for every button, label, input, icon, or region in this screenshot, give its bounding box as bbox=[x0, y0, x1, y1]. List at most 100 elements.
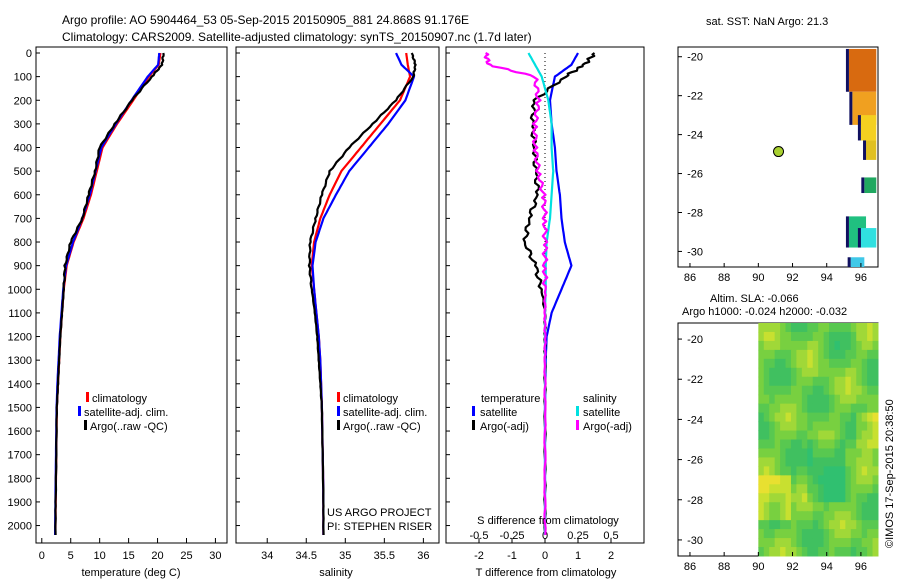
sla-cell bbox=[785, 538, 792, 548]
sst-patch-edge bbox=[857, 228, 861, 248]
sla-cell bbox=[872, 403, 879, 414]
legend-label-satellite: satellite-adj. clim. bbox=[343, 407, 427, 419]
sla-cell bbox=[790, 376, 797, 387]
sla-cell bbox=[856, 358, 863, 369]
sla-cell bbox=[790, 358, 797, 369]
sla-cell bbox=[834, 394, 841, 405]
sla-cell bbox=[785, 439, 792, 449]
sla-cell bbox=[850, 493, 857, 503]
sla-cell bbox=[763, 457, 770, 467]
legend-title-temperature: temperature bbox=[481, 393, 540, 405]
sla-cell bbox=[845, 340, 852, 351]
s-tick-label: -0.25 bbox=[499, 530, 524, 542]
sla-cell bbox=[796, 412, 803, 423]
x-tick-label: 0 bbox=[542, 550, 548, 562]
sla-cell bbox=[785, 520, 792, 530]
sla-cell bbox=[823, 439, 830, 449]
sla-cell bbox=[801, 394, 808, 405]
sla-cell bbox=[856, 538, 863, 548]
sst-map-panel: sat. SST: NaN Argo: 21.3 86 88 90 92 94 96 -20… bbox=[677, 16, 879, 284]
sla-cell bbox=[856, 439, 863, 449]
sla-cell bbox=[850, 538, 857, 548]
x-tick-label: 10 bbox=[94, 550, 106, 562]
sla-cell bbox=[829, 421, 835, 432]
sla-cell bbox=[763, 331, 770, 342]
sla-cell bbox=[839, 367, 846, 378]
sla-cell bbox=[818, 493, 825, 503]
sla-cell bbox=[850, 457, 857, 467]
sla-cell bbox=[790, 340, 797, 351]
y-tick-label: 1400 bbox=[8, 379, 32, 391]
sla-cell bbox=[801, 412, 808, 423]
sla-cell bbox=[780, 323, 787, 333]
sla-cell bbox=[834, 430, 841, 440]
sla-cell bbox=[796, 493, 803, 503]
sla-cell bbox=[785, 349, 792, 360]
sla-cell bbox=[856, 385, 863, 396]
sla-cell bbox=[850, 394, 857, 405]
sla-cell bbox=[807, 448, 814, 458]
sla-cell bbox=[780, 394, 787, 405]
y-tick-label: 800 bbox=[14, 237, 32, 249]
sla-cell bbox=[763, 394, 770, 405]
sla-cell bbox=[758, 538, 765, 548]
sla-cell bbox=[812, 484, 819, 494]
sla-cell bbox=[856, 349, 863, 360]
sla-cell bbox=[801, 349, 808, 360]
sla-cell bbox=[796, 466, 803, 476]
sla-cell bbox=[769, 466, 776, 476]
sla-cell bbox=[790, 493, 797, 503]
sla-cell bbox=[861, 385, 868, 396]
legend-swatch-climatology bbox=[337, 392, 340, 402]
sla-cell bbox=[790, 448, 797, 458]
sla-cell bbox=[780, 421, 787, 432]
x-tick-label: 0 bbox=[39, 550, 45, 562]
sla-cell bbox=[823, 511, 830, 521]
sla-cell bbox=[850, 511, 857, 521]
sla-cell bbox=[850, 421, 857, 432]
sla-cell bbox=[758, 475, 765, 485]
sla-cell bbox=[861, 538, 868, 548]
sla-cell bbox=[839, 520, 846, 530]
sla-cell bbox=[758, 439, 765, 449]
sla-cell bbox=[829, 484, 835, 494]
sla-cell bbox=[774, 340, 781, 351]
title-line-2: Climatology: CARS2009. Satellite-adjuste… bbox=[62, 30, 532, 44]
sla-cell bbox=[872, 493, 879, 503]
sla-cell bbox=[812, 349, 819, 360]
sla-cell bbox=[812, 457, 819, 467]
sla-cell bbox=[812, 412, 819, 423]
difference-legend: temperature salinity satellite Argo(-adj… bbox=[472, 393, 632, 433]
sla-cell bbox=[796, 331, 803, 342]
sla-cell bbox=[785, 475, 792, 485]
sla-cell bbox=[856, 421, 863, 432]
sla-cell bbox=[867, 349, 874, 360]
sla-cell bbox=[845, 466, 852, 476]
sla-cell bbox=[818, 430, 825, 440]
temperature-legend: climatology satellite-adj. clim. Argo(..… bbox=[78, 392, 168, 433]
map-y-tick-label: -26 bbox=[687, 169, 703, 181]
map-x-tick-label: 92 bbox=[786, 272, 798, 284]
sla-cell bbox=[796, 448, 803, 458]
sla-cell bbox=[839, 421, 846, 432]
sla-cell bbox=[818, 511, 825, 521]
sla-cell bbox=[861, 358, 868, 369]
sla-cell bbox=[796, 421, 803, 432]
project-line-1: US ARGO PROJECT bbox=[327, 507, 432, 519]
sla-cell bbox=[796, 484, 803, 494]
sla-cell bbox=[872, 367, 879, 378]
s-tick-label: 0.25 bbox=[567, 530, 588, 542]
sla-cell bbox=[801, 547, 808, 557]
sla-cell bbox=[790, 349, 797, 360]
s-tick-label: 0 bbox=[542, 530, 548, 542]
sla-cell bbox=[769, 520, 776, 530]
sst-patch bbox=[850, 257, 865, 267]
sla-cell bbox=[861, 529, 868, 539]
sla-cell bbox=[774, 457, 781, 467]
sla-cell bbox=[769, 394, 776, 405]
sla-cell bbox=[785, 340, 792, 351]
sla-cell bbox=[758, 529, 765, 539]
sla-cell bbox=[785, 394, 792, 405]
y-tick-label: 1000 bbox=[8, 284, 32, 296]
x-tick-label: -1 bbox=[507, 550, 517, 562]
